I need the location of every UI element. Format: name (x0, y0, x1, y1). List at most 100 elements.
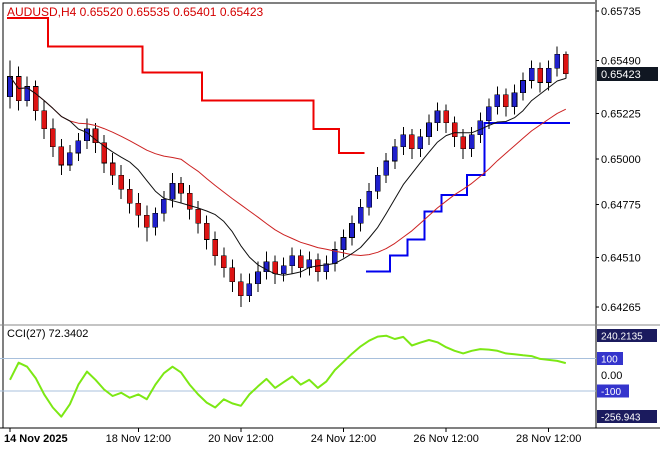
bull-candle-body (383, 160, 390, 176)
bear-candle-body (203, 223, 210, 240)
bear-candle-body (101, 142, 107, 164)
bear-candle-body (178, 182, 184, 194)
bear-candle-body (126, 188, 133, 204)
cci-level-tag (597, 384, 629, 398)
bull-candle-body (255, 271, 261, 285)
bear-candle-body (562, 53, 569, 75)
bear-candle-body (537, 68, 543, 83)
bull-candle-body (289, 255, 296, 267)
bull-candle-body (391, 146, 398, 162)
price-axis-label: 0.65225 (601, 109, 641, 121)
current-price-tag: 0.65423 (597, 66, 658, 81)
ma-fast-line (9, 76, 566, 276)
price-axis-label: 0.64265 (601, 302, 641, 314)
bull-candle-body (75, 140, 82, 154)
cci-axis-label: 100 (601, 355, 618, 366)
bear-candle-body (221, 255, 227, 269)
bull-candle-body (357, 207, 364, 224)
bull-candle-body (400, 134, 407, 148)
bear-candle-body (409, 134, 415, 150)
cci-level-lines (0, 358, 596, 392)
bear-candle-body (49, 128, 56, 148)
current-price-label: 0.65423 (601, 69, 641, 81)
bull-candle-body (485, 106, 492, 122)
ma-slow-line (9, 76, 567, 256)
bull-candle-body (477, 120, 484, 136)
trend-line-blue (366, 121, 570, 273)
bull-candle-body (511, 92, 518, 107)
bear-candle-body (272, 261, 278, 275)
price-axis[interactable]: 0.65735 0.65490 0.65225 0.65000 0.64775 0.645… (596, 6, 641, 314)
bear-candle-body (460, 136, 467, 150)
bull-candle-body (374, 174, 381, 192)
bull-candle-body (280, 265, 287, 275)
price-axis-label: 0.64775 (601, 199, 641, 211)
bull-candle-body (426, 122, 432, 138)
bull-candle-body (545, 68, 552, 83)
cci-scale-label: -256.943 (601, 413, 641, 424)
time-axis[interactable]: 14 Nov 2025 18 Nov 12:00 20 Nov 12:00 24 No… (4, 428, 581, 445)
time-axis-label: 14 Nov 2025 (4, 433, 68, 445)
price-axis-label: 0.64510 (601, 253, 641, 265)
bull-candle-body (468, 134, 475, 150)
bear-candle-body (32, 86, 39, 111)
cci-axis[interactable]: 100 0.00 -100 (597, 352, 629, 398)
bull-candle-body (263, 261, 270, 273)
bull-candle-body (306, 259, 313, 269)
bear-candle-body (41, 110, 48, 130)
trend-line-red (7, 17, 365, 154)
time-axis-label: 24 Nov 12:00 (311, 433, 376, 445)
time-axis-label: 18 Nov 12:00 (106, 433, 171, 445)
bull-candle-body (434, 110, 441, 124)
bull-candle-body (494, 94, 501, 107)
bear-candle-body (443, 110, 449, 124)
price-axis-label: 0.65490 (601, 55, 641, 67)
price-axis-label: 0.65000 (601, 154, 641, 166)
symbol-ohlc-readout: AUDUSD,H4 0.65520 0.65535 0.65401 0.6542… (7, 5, 264, 19)
bull-candle-body (84, 128, 90, 142)
bear-candle-body (212, 239, 218, 256)
cci-max-tag: 240.2135 (597, 329, 657, 343)
bear-candle-body (58, 146, 65, 166)
cci-min-tag: -256.943 (597, 410, 657, 424)
bull-candle-body (161, 198, 167, 214)
cci-indicator-label: CCI(27) 72.3402 (7, 328, 89, 340)
cci-axis-label: 0.00 (601, 370, 622, 382)
bull-candle-body (340, 237, 347, 250)
bear-candle-body (297, 255, 304, 269)
bull-candle-body (24, 86, 30, 101)
candlestick-series (7, 46, 569, 307)
bear-candle-body (195, 209, 201, 224)
bear-candle-body (144, 215, 150, 228)
bull-candle-body (528, 68, 535, 81)
bull-candle-body (323, 263, 330, 273)
bear-candle-body (118, 174, 124, 190)
bear-candle-body (503, 94, 509, 107)
bear-candle-body (186, 192, 193, 210)
cci-level-tag (597, 352, 623, 366)
bear-candle-body (229, 267, 236, 283)
bull-candle-body (554, 53, 561, 69)
price-axis-label: 0.65735 (601, 6, 641, 18)
bear-candle-body (238, 281, 244, 297)
cci-line (9, 334, 567, 418)
cci-axis-label: -100 (601, 387, 621, 398)
chart-frame (0, 0, 660, 429)
bull-candle-body (417, 136, 424, 150)
bear-candle-body (451, 122, 458, 138)
time-axis-label: 28 Nov 12:00 (516, 433, 581, 445)
bull-candle-body (520, 80, 526, 93)
bull-candle-body (349, 223, 355, 238)
bull-candle-body (67, 152, 73, 166)
bull-candle-body (246, 283, 253, 297)
bear-candle-body (109, 162, 116, 176)
bear-candle-body (92, 128, 99, 144)
bull-candle-body (366, 190, 372, 208)
bull-candle-body (169, 182, 176, 200)
bull-candle-body (152, 213, 159, 228)
time-axis-label: 26 Nov 12:00 (413, 433, 478, 445)
cci-scale-label: 240.2135 (601, 332, 643, 343)
bear-candle-body (135, 203, 142, 216)
